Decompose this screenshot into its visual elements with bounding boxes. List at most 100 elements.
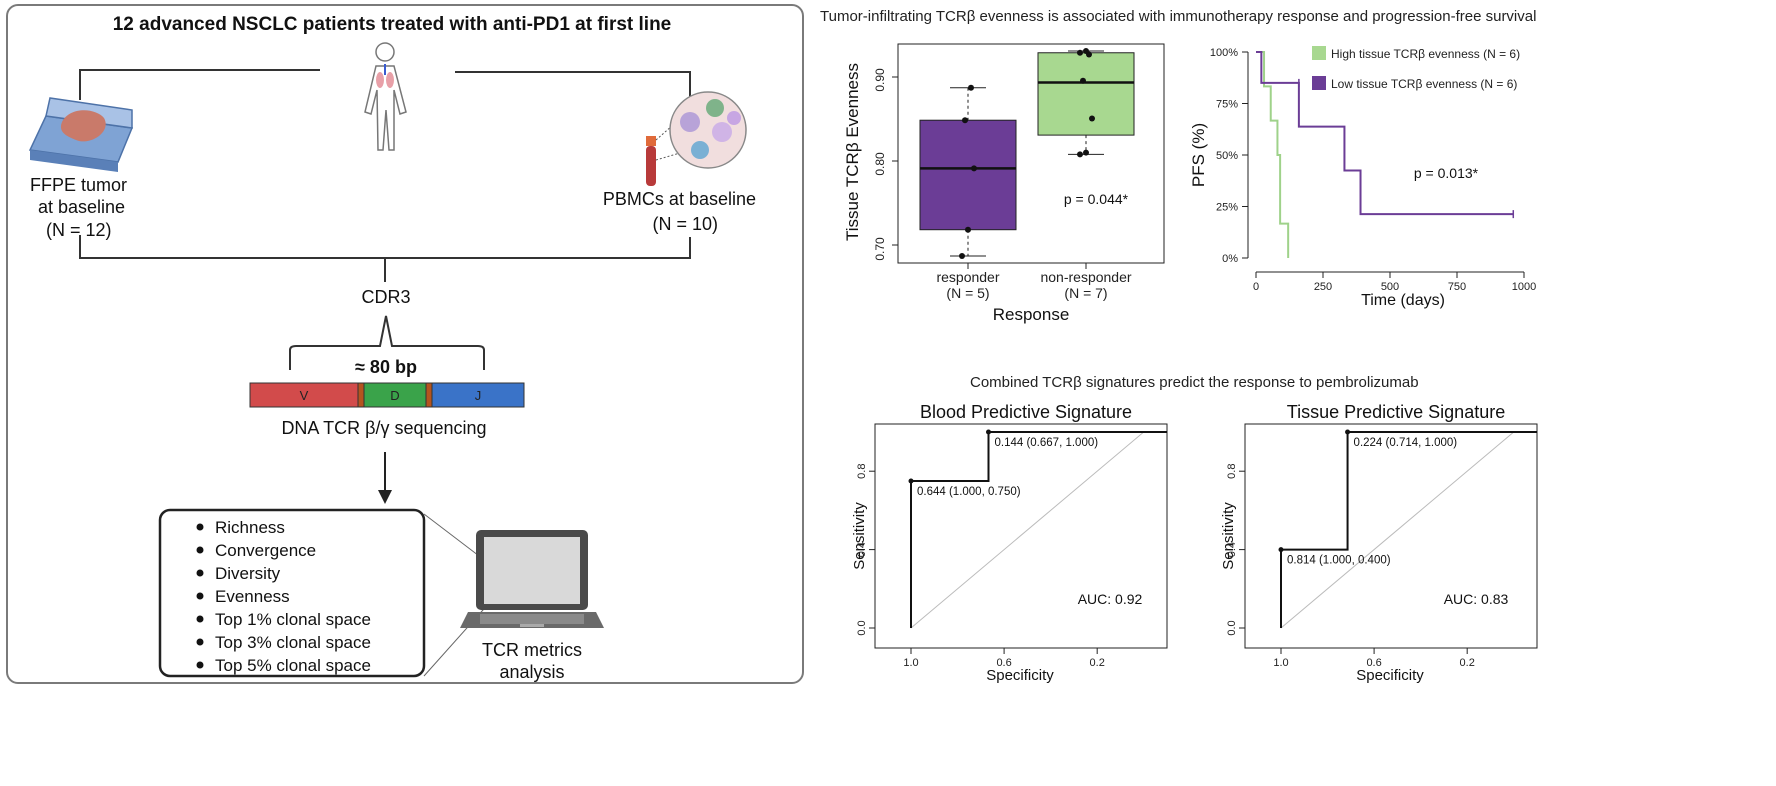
pfs-km-plot: PFS (%) 0% 25% 50% 75% 100% 0 250 500 750 1000 Hi…: [1189, 46, 1536, 309]
roc-blood-title: Blood Predictive Signature: [920, 402, 1132, 422]
box-point: [959, 252, 965, 259]
roc-tissue-xtick: 0.6: [1366, 657, 1381, 669]
boxplot-p-value: p = 0.044*: [1064, 191, 1129, 207]
roc-blood-threshold-point: [985, 429, 991, 435]
segment-dj-junction: [425, 382, 433, 408]
workflow-diagram: 12 advanced NSCLC patients treated with …: [28, 14, 756, 682]
ffpe-n-label: (N = 12): [46, 220, 112, 240]
roc-tissue-ylabel: Sensitivity: [1220, 502, 1237, 570]
km-xtick: 250: [1314, 281, 1332, 293]
boxplot-ytick: 0.90: [873, 68, 887, 92]
roc-tissue-ytick: 0.8: [1226, 464, 1238, 479]
roc-tissue-threshold-point: [1345, 429, 1351, 435]
boxplot-xtick-nonresponder: non-responder: [1040, 269, 1131, 285]
roc-tissue-xtick: 0.2: [1460, 657, 1475, 669]
sequencing-label: DNA TCR β/γ sequencing: [281, 418, 486, 438]
analysis-label-line2: analysis: [499, 662, 564, 682]
roc-tissue-threshold-label: 0.224 (0.714, 1.000): [1354, 437, 1458, 449]
km-p-value: p = 0.013*: [1414, 165, 1479, 181]
workflow-title: 12 advanced NSCLC patients treated with …: [113, 14, 672, 35]
km-ytick: 100%: [1210, 47, 1238, 59]
roc-blood-threshold-label: 0.644 (1.000, 0.750): [917, 486, 1021, 498]
segment-v-label: V: [300, 388, 309, 403]
km-ylabel: PFS (%): [1189, 123, 1208, 187]
km-ytick: 25%: [1216, 202, 1238, 214]
box-point: [971, 165, 977, 172]
boxplot-xtick-nonresponder-n: (N = 7): [1064, 285, 1107, 301]
roc-blood-xtick: 0.2: [1090, 657, 1105, 669]
top-section-title: Tumor-infiltrating TCRβ evenness is asso…: [820, 8, 1537, 25]
roc-blood-threshold-point: [908, 478, 914, 484]
box-point: [1083, 149, 1089, 156]
segment-j-label: J: [475, 388, 482, 403]
metric-item: Top 1% clonal space: [215, 610, 371, 629]
km-xlabel: Time (days): [1361, 292, 1445, 309]
segment-v: [249, 382, 359, 408]
human-body-icon: [364, 42, 407, 151]
roc-tissue-chart: Tissue Predictive Signature Sensitivity …: [1220, 402, 1538, 684]
cdr3-label: CDR3: [361, 287, 410, 307]
boxplot-xtick-responder: responder: [936, 269, 999, 285]
km-xtick: 1000: [1512, 281, 1536, 293]
pbmc-cells-icon: [669, 91, 747, 169]
roc-blood-diagonal: [910, 431, 1145, 629]
ffpe-label-line1: FFPE tumor: [30, 175, 127, 195]
km-curve-high: [1256, 51, 1290, 258]
box-body: [1037, 52, 1135, 136]
roc-tissue-auc: AUC: 0.83: [1444, 591, 1509, 607]
legend-high-label: High tissue TCRβ evenness (N = 6): [1331, 47, 1520, 61]
laptop-icon: [460, 530, 604, 628]
roc-tissue-ytick: 0.0: [1226, 620, 1238, 635]
roc-blood-xlabel: Specificity: [986, 667, 1054, 684]
km-ytick: 50%: [1216, 150, 1238, 162]
roc-tissue-title: Tissue Predictive Signature: [1287, 402, 1505, 422]
roc-tissue-diagonal: [1280, 431, 1515, 629]
boxplot-xlabel: Response: [993, 305, 1070, 324]
cdr3-brace: [289, 315, 485, 370]
metric-item: Richness: [215, 518, 285, 537]
box-point: [968, 84, 974, 91]
roc-tissue-xtick: 1.0: [1273, 657, 1288, 669]
km-xtick: 750: [1448, 281, 1466, 293]
connector-lines: [79, 69, 691, 282]
roc-blood-ylabel: Sensitivity: [851, 502, 868, 570]
legend-high-swatch: [1312, 46, 1326, 60]
km-xtick: 500: [1381, 281, 1399, 293]
box-point: [1077, 49, 1083, 56]
bottom-section-title: Combined TCRβ signatures predict the res…: [970, 374, 1419, 391]
metric-item: Top 5% clonal space: [215, 656, 371, 675]
legend-low-label: Low tissue TCRβ evenness (N = 6): [1331, 77, 1517, 91]
roc-blood-ytick: 0.4: [856, 542, 868, 557]
down-arrow-icon: [378, 452, 392, 504]
roc-blood-chart: Blood Predictive Signature Sensitivity S…: [851, 402, 1168, 684]
metric-item: Top 3% clonal space: [215, 633, 371, 652]
bp-label: ≈ 80 bp: [355, 357, 417, 377]
evenness-boxplot: Tissue TCRβ Evenness 0.70 0.80 0.90 resp…: [843, 43, 1165, 324]
roc-blood-xtick: 0.6: [996, 657, 1011, 669]
ffpe-label-line2: at baseline: [38, 197, 125, 217]
pbmc-label: PBMCs at baseline: [603, 189, 756, 209]
roc-tissue-xlabel: Specificity: [1356, 667, 1424, 684]
segment-d-label: D: [390, 388, 399, 403]
km-ytick: 75%: [1216, 99, 1238, 111]
legend-low-swatch: [1312, 76, 1326, 90]
roc-blood-curve: [910, 431, 1167, 628]
roc-tissue-threshold-point: [1278, 547, 1284, 553]
km-ytick: 0%: [1222, 253, 1238, 265]
analysis-label-line1: TCR metrics: [482, 640, 582, 660]
roc-blood-ytick: 0.8: [856, 464, 868, 479]
box-point: [1083, 48, 1089, 55]
vdj-segments: [249, 382, 525, 408]
roc-tissue-ytick: 0.4: [1226, 542, 1238, 557]
box-point: [1089, 115, 1095, 122]
boxplot-ylabel: Tissue TCRβ Evenness: [843, 63, 862, 241]
workflow-panel: [6, 4, 804, 684]
pbmc-n-label: (N = 10): [652, 214, 718, 234]
box-point: [965, 226, 971, 233]
metric-item: Convergence: [215, 541, 316, 560]
km-curve-low: [1256, 51, 1514, 216]
boxplot-ytick: 0.80: [873, 152, 887, 176]
roc-tissue-curve: [1280, 431, 1537, 628]
box-point: [1077, 151, 1083, 158]
km-xtick: 0: [1253, 281, 1259, 293]
